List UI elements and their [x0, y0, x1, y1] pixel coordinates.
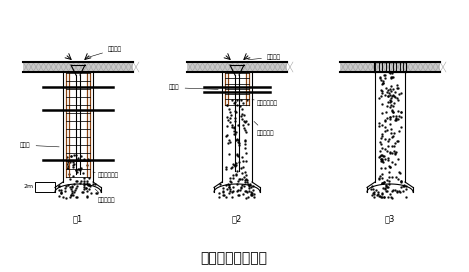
Text: 图1: 图1: [73, 214, 83, 223]
Text: 导管管: 导管管: [169, 85, 218, 91]
Text: 井下操作工人: 井下操作工人: [252, 100, 278, 106]
Text: 导管管: 导管管: [20, 143, 59, 148]
Polygon shape: [340, 62, 440, 72]
Text: 图3: 图3: [385, 214, 395, 223]
Text: 桩芯砼浇筑示意图: 桩芯砼浇筑示意图: [201, 251, 267, 265]
Text: 2m: 2m: [24, 184, 34, 190]
Text: 灌金混凝位: 灌金混凝位: [95, 189, 115, 203]
Text: 平处理头: 平处理头: [248, 54, 281, 60]
Text: 图2: 图2: [232, 214, 242, 223]
Text: 井下操作工人: 井下操作工人: [93, 172, 119, 178]
Polygon shape: [187, 62, 287, 72]
Text: 平处理头: 平处理头: [89, 47, 122, 57]
Polygon shape: [23, 62, 133, 72]
Text: 灌金混凝位: 灌金混凝位: [254, 121, 274, 135]
